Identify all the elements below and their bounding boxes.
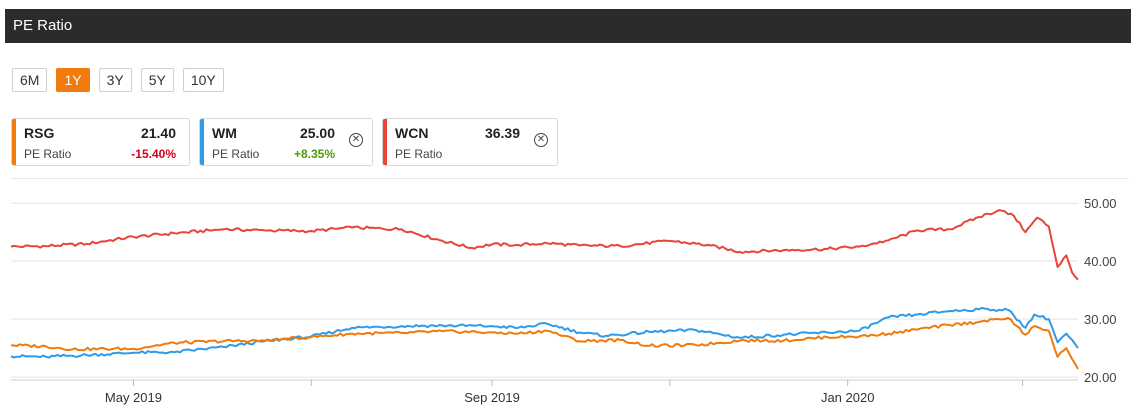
series-lines	[10, 209, 1079, 370]
series-color-bar	[200, 119, 204, 165]
y-tick-label: 50.00	[1084, 196, 1117, 211]
ticker-change: -15.40%	[131, 147, 176, 161]
grid-lines	[11, 202, 1078, 378]
ticker-value: 25.00	[299, 125, 335, 141]
x-tick-label: May 2019	[105, 390, 162, 405]
series-line-wm	[10, 306, 1079, 359]
x-axis: May 2019 Sep 2019 Jan 2020	[11, 379, 1078, 405]
section-divider	[11, 178, 1129, 179]
x-tick-label: Jan 2020	[821, 390, 875, 405]
range-button-1y[interactable]: 1Y	[56, 68, 90, 92]
ticker-metric: PE Ratio	[24, 147, 72, 161]
y-tick-label: 40.00	[1084, 254, 1117, 269]
range-button-3y[interactable]: 3Y	[98, 68, 132, 92]
series-line-wcn	[10, 209, 1079, 281]
pe-ratio-line-chart: May 2019 Sep 2019 Jan 2020 20.00 30.00 40.00…	[10, 196, 1117, 405]
series-color-bar	[383, 119, 387, 165]
ticker-value: 21.40	[140, 125, 176, 141]
y-tick-label: 20.00	[1084, 370, 1117, 385]
ticker-cards: RSG 21.40 PE Ratio -15.40% WM 25.00 PE R…	[11, 118, 558, 166]
circle-x-icon[interactable]: ✕	[349, 133, 363, 147]
ticker-metric: PE Ratio	[395, 147, 443, 161]
ticker-value: 36.39	[484, 125, 520, 141]
chart-title-bar: PE Ratio	[5, 9, 1131, 43]
ticker-card-rsg[interactable]: RSG 21.40 PE Ratio -15.40%	[11, 118, 190, 166]
circle-x-icon[interactable]: ✕	[534, 133, 548, 147]
series-color-bar	[12, 119, 16, 165]
y-tick-label: 30.00	[1084, 312, 1117, 327]
range-button-5y[interactable]: 5Y	[140, 68, 174, 92]
ticker-symbol: WCN	[395, 125, 429, 141]
ticker-symbol: WM	[212, 125, 237, 141]
ticker-symbol: RSG	[24, 125, 55, 141]
ticker-card-wcn[interactable]: WCN 36.39 PE Ratio ✕	[382, 118, 558, 166]
range-button-6m[interactable]: 6M	[12, 68, 48, 92]
time-range-selector: 6M 1Y 3Y 5Y 10Y	[12, 68, 224, 92]
ticker-metric: PE Ratio	[212, 147, 260, 161]
range-button-10y[interactable]: 10Y	[182, 68, 224, 92]
page-title: PE Ratio	[13, 17, 73, 34]
y-axis-labels: 20.00 30.00 40.00 50.00	[1084, 196, 1117, 385]
ticker-card-wm[interactable]: WM 25.00 PE Ratio +8.35% ✕	[199, 118, 373, 166]
x-tick-label: Sep 2019	[464, 390, 520, 405]
series-line-rsg	[10, 317, 1079, 370]
ticker-change: +8.35%	[293, 147, 335, 161]
